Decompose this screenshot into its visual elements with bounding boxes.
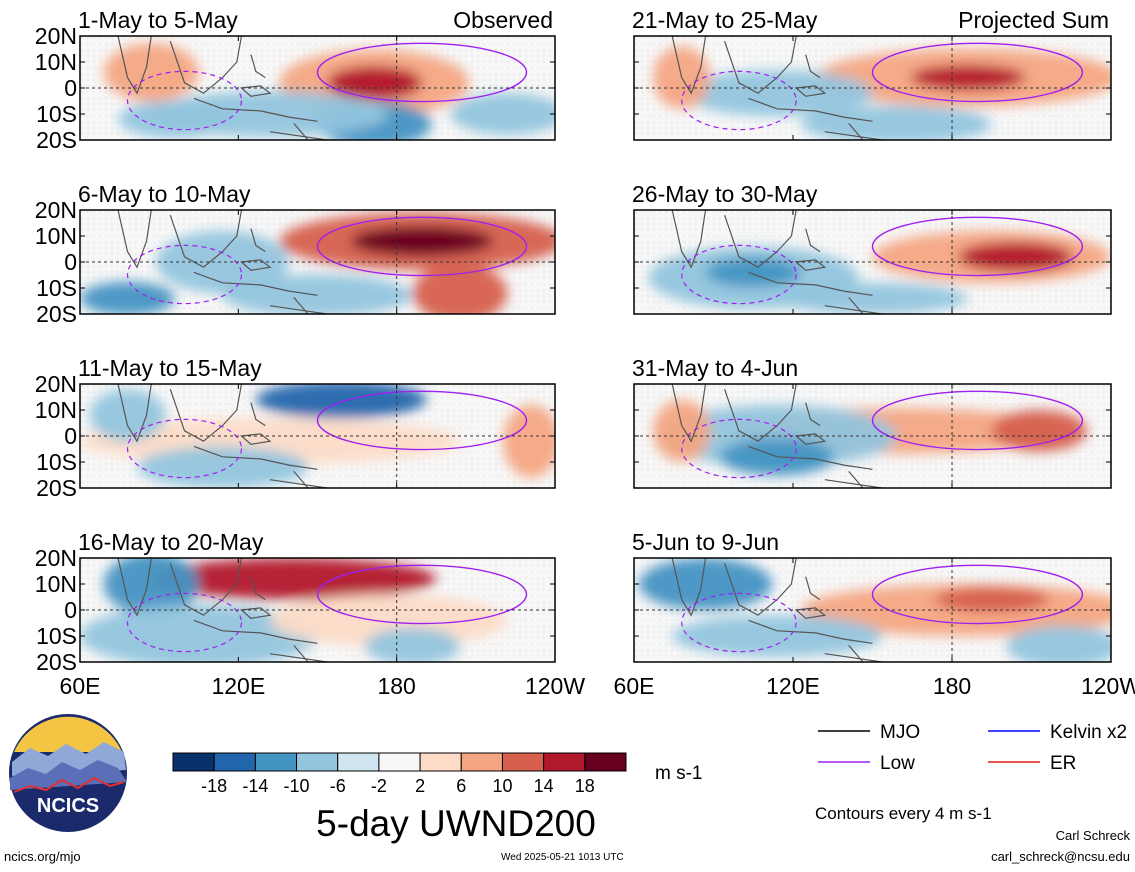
legend-label: ER <box>1050 753 1076 774</box>
panel-7: 31-May to 4-Jun <box>632 355 1112 489</box>
x-tick-label: 180 <box>377 673 415 699</box>
colorbar-tick-label: 18 <box>575 776 595 796</box>
ncics-logo: NCICS <box>9 714 127 832</box>
y-tick-label: 0 <box>64 75 77 101</box>
panel-label: 31-May to 4-Jun <box>632 355 798 381</box>
y-tick-label: 10S <box>36 275 77 301</box>
panel-label: 11-May to 15-May <box>78 355 262 381</box>
colorbar-tick-label: -6 <box>330 776 346 796</box>
legend-label: MJO <box>880 722 920 743</box>
y-tick-label: 10S <box>36 101 77 127</box>
y-tick-label: 20N <box>35 545 77 571</box>
y-tick-label: 20N <box>35 23 77 49</box>
colorbar-units: m s-1 <box>655 763 703 784</box>
panel-6: 26-May to 30-May <box>632 181 1112 315</box>
x-tick-label: 120W <box>525 673 585 699</box>
colorbar-swatch <box>501 752 545 772</box>
panel-5: 21-May to 25-May <box>632 7 1112 141</box>
colorbar-swatch <box>337 752 380 772</box>
panel-label: 16-May to 20-May <box>78 529 264 555</box>
x-tick-label: 180 <box>933 673 971 699</box>
y-tick-label: 20S <box>36 301 77 327</box>
panel-label: 6-May to 10-May <box>78 181 251 207</box>
y-tick-label: 0 <box>64 423 77 449</box>
colorbar-tick-label: 10 <box>492 776 512 796</box>
colorbar-swatch <box>254 752 298 772</box>
colorbar-swatch <box>419 752 462 772</box>
logo-text: NCICS <box>37 795 99 817</box>
colorbar-swatch <box>213 752 256 772</box>
colorbar-tick-label: -14 <box>242 776 268 796</box>
y-tick-label: 20N <box>35 197 77 223</box>
y-tick-label: 0 <box>64 249 77 275</box>
y-tick-label: 20N <box>35 371 77 397</box>
y-tick-label: 10N <box>35 223 77 249</box>
y-tick-label: 20S <box>36 127 77 153</box>
panel-label: 26-May to 30-May <box>632 181 818 207</box>
colorbar-swatch <box>378 752 421 772</box>
y-tick-label: 10N <box>35 49 77 75</box>
footer-timestamp: Wed 2025-05-21 1013 UTC <box>501 852 624 863</box>
x-tick-label: 120E <box>766 673 820 699</box>
x-tick-label: 60E <box>614 673 655 699</box>
colorbar-swatch <box>172 752 215 772</box>
y-tick-label: 0 <box>64 597 77 623</box>
column-header: Observed <box>453 7 553 33</box>
x-tick-label: 60E <box>60 673 101 699</box>
y-tick-label: 10N <box>35 397 77 423</box>
x-tick-label: 120E <box>211 673 265 699</box>
x-tick-label: 120W <box>1081 673 1135 699</box>
colorbar-tick-label: -2 <box>371 776 387 796</box>
colorbar-tick-label: -10 <box>284 776 310 796</box>
y-tick-label: 10S <box>36 449 77 475</box>
legend-label: Low <box>880 753 915 774</box>
colorbar: -18 -14 -10 -6 -2 2 6 10 14 18 <box>172 752 627 796</box>
legend-label: Kelvin x2 <box>1050 722 1127 743</box>
colorbar-swatch <box>543 752 586 772</box>
colorbar-tick-label: -18 <box>201 776 227 796</box>
colorbar-tick-label: 6 <box>456 776 466 796</box>
colorbar-tick-label: 2 <box>415 776 425 796</box>
y-tick-label: 10N <box>35 571 77 597</box>
figure-title: 5-day UWND200 <box>316 803 596 844</box>
footer-email[interactable]: carl_schreck@ncsu.edu <box>991 849 1130 864</box>
colorbar-swatch <box>584 752 627 772</box>
column-header: Projected Sum <box>958 7 1109 33</box>
legend: MJO Kelvin x2 Low ER <box>818 722 1127 774</box>
y-tick-label: 20S <box>36 475 77 501</box>
panel-label: 21-May to 25-May <box>632 7 818 33</box>
colorbar-tick-label: 14 <box>534 776 554 796</box>
colorbar-swatch <box>460 752 503 772</box>
y-tick-label: 10S <box>36 623 77 649</box>
legend-note: Contours every 4 m s-1 <box>815 804 992 823</box>
y-tick-label: 20S <box>36 649 77 675</box>
panel-label: 1-May to 5-May <box>78 7 238 33</box>
panel-label: 5-Jun to 9-Jun <box>632 529 779 555</box>
footer-author: Carl Schreck <box>1055 828 1130 843</box>
panel-8: 5-Jun to 9-Jun <box>632 529 1112 663</box>
footer-url[interactable]: ncics.org/mjo <box>4 849 81 864</box>
colorbar-swatch <box>296 752 339 772</box>
